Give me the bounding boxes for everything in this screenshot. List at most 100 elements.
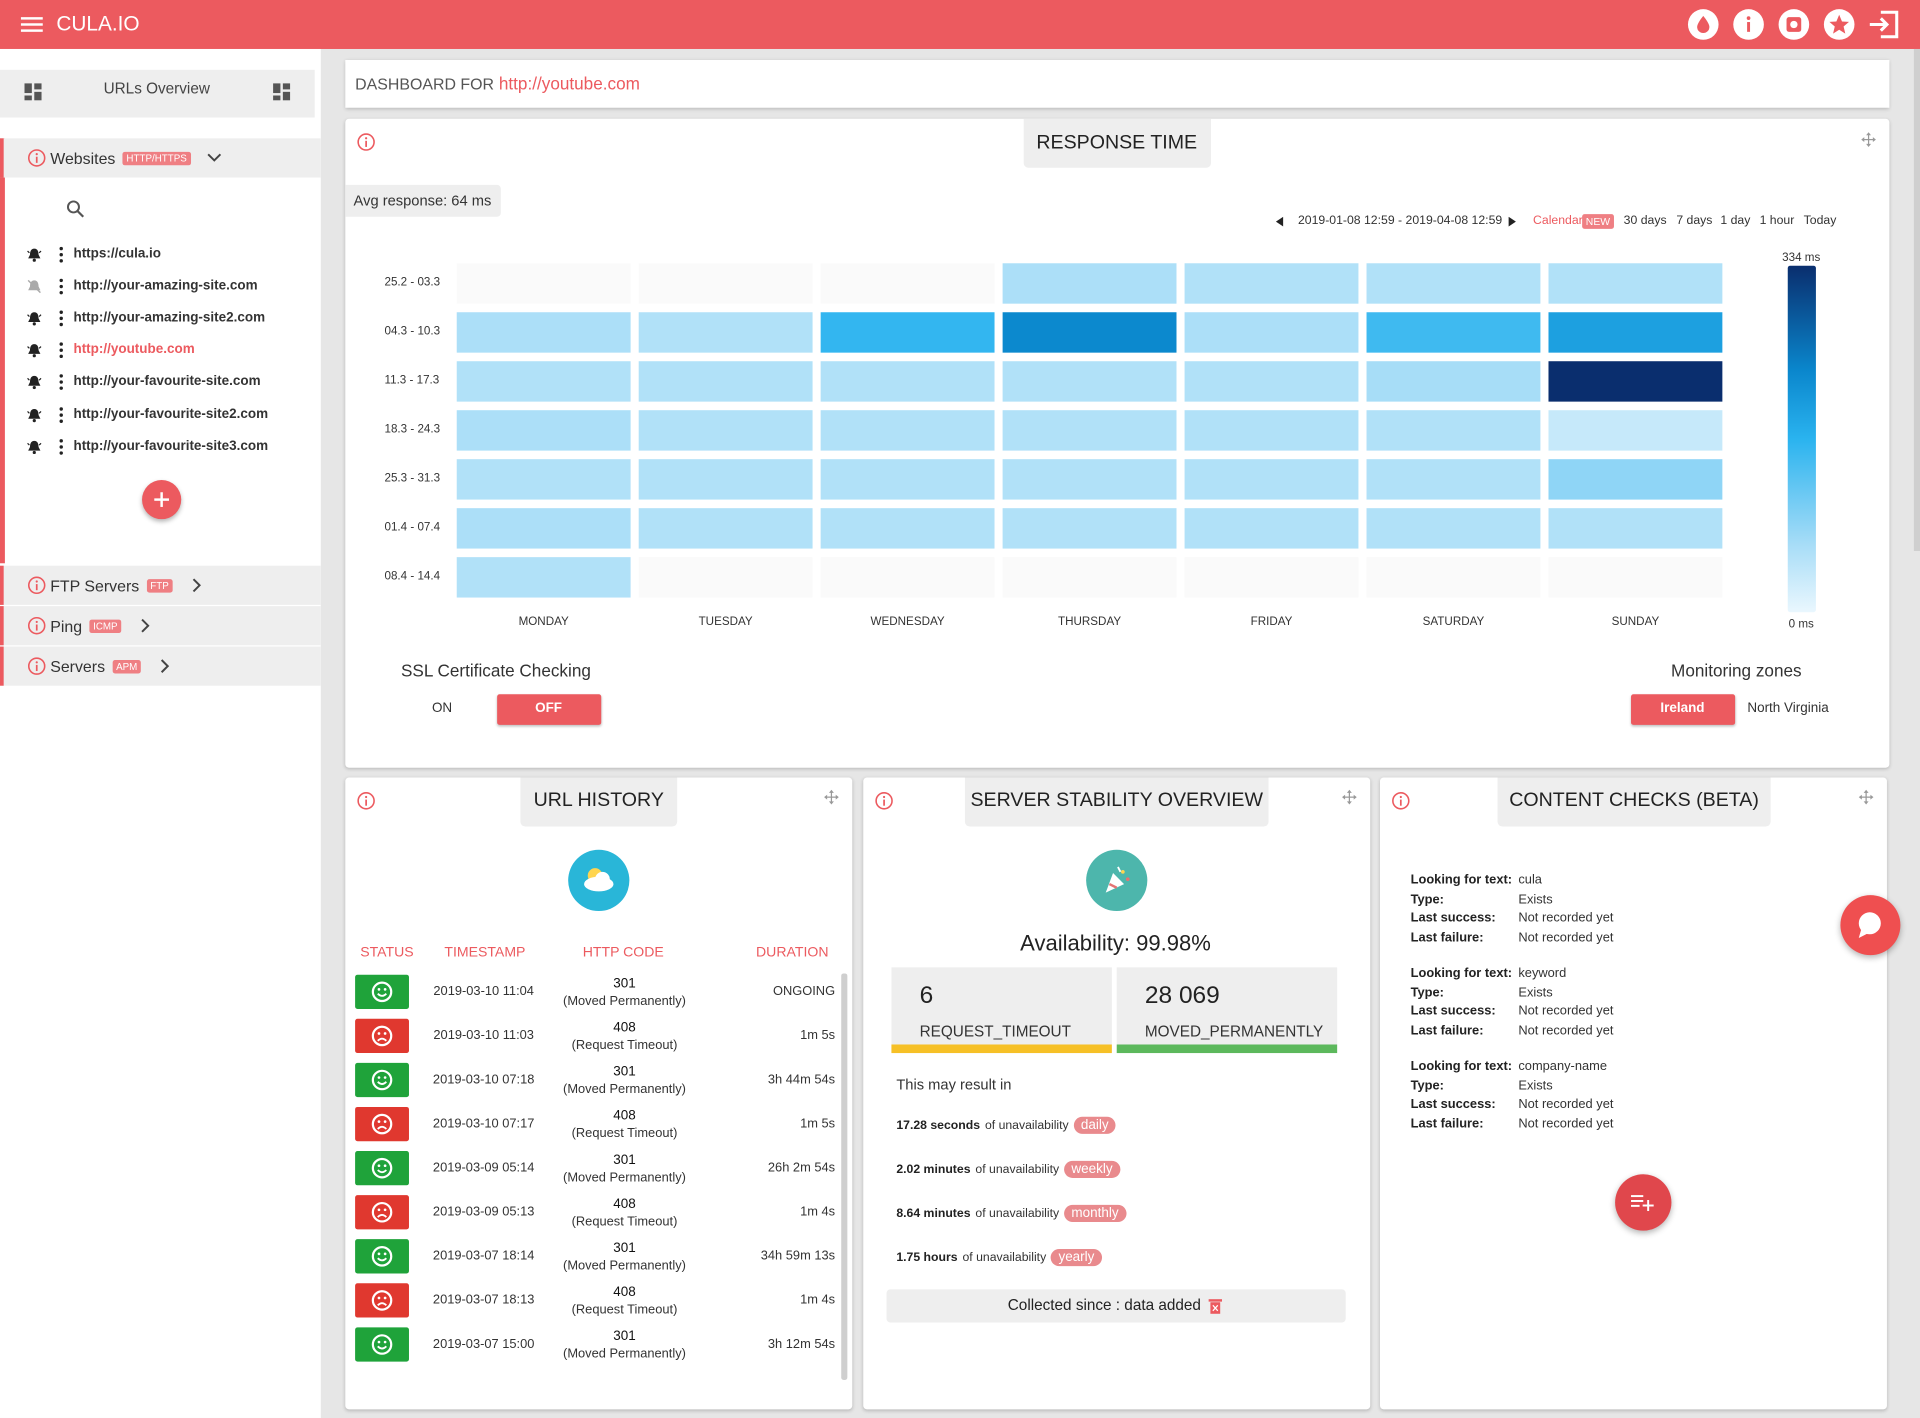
move-icon[interactable] xyxy=(1860,131,1877,148)
bell-icon xyxy=(27,343,42,358)
menu-button[interactable] xyxy=(21,15,43,35)
empty-cell xyxy=(821,263,995,303)
move-icon[interactable] xyxy=(1341,789,1358,806)
more-icon[interactable] xyxy=(59,374,64,391)
column-header: STATUS xyxy=(360,945,413,962)
icon-shape xyxy=(33,354,36,357)
move-icon[interactable] xyxy=(1858,789,1875,806)
more-icon[interactable] xyxy=(59,310,64,327)
prev-arrow[interactable] xyxy=(1276,217,1283,227)
header-icon[interactable] xyxy=(1733,9,1765,41)
dashboard-url[interactable]: http://youtube.com xyxy=(499,73,640,93)
impact-period: weekly xyxy=(1064,1161,1120,1178)
url-link[interactable]: http://your-favourite-site2.com xyxy=(73,406,268,422)
section-label: FTP ServersFTP xyxy=(27,576,206,596)
period-link[interactable]: 1 day xyxy=(1720,214,1750,229)
http-code: 408 xyxy=(613,1285,635,1301)
panel-title: RESPONSE TIME xyxy=(1036,132,1197,155)
period-link[interactable]: 30 days xyxy=(1624,214,1667,229)
heat-cell xyxy=(457,410,631,450)
icon-shape xyxy=(36,665,38,671)
icon-shape xyxy=(283,83,290,89)
check-label: Type: xyxy=(1411,985,1444,1000)
http-reason: (Moved Permanently) xyxy=(563,1082,686,1097)
icon-shape xyxy=(378,1208,381,1211)
status-face xyxy=(370,1068,394,1092)
more-icon[interactable] xyxy=(59,246,64,263)
chevron[interactable] xyxy=(135,618,155,633)
info-icon[interactable] xyxy=(874,791,894,811)
info-icon[interactable] xyxy=(27,616,47,636)
icon-shape xyxy=(28,440,40,450)
check-label: Last failure: xyxy=(1411,1023,1484,1038)
logout-icon[interactable] xyxy=(1866,9,1900,41)
icon-shape xyxy=(36,624,38,630)
icon-shape xyxy=(373,1115,391,1133)
timestamp: 2019-03-10 11:03 xyxy=(433,1028,534,1043)
more-icon[interactable] xyxy=(59,342,64,359)
icon-shape xyxy=(60,253,63,256)
move-icon[interactable] xyxy=(823,789,840,806)
url-link[interactable]: http://youtube.com xyxy=(73,342,194,358)
chevron[interactable] xyxy=(186,578,206,593)
period-link[interactable]: 7 days xyxy=(1676,214,1712,229)
more-icon[interactable] xyxy=(59,438,64,455)
icon-shape xyxy=(378,1346,387,1348)
zone-option[interactable]: North Virginia xyxy=(1747,701,1828,717)
add-icon xyxy=(153,491,170,508)
more-icon[interactable] xyxy=(59,278,64,295)
heat-cell xyxy=(457,557,631,597)
icon-shape xyxy=(68,201,79,212)
url-link[interactable]: http://your-amazing-site2.com xyxy=(73,311,265,327)
period-link[interactable]: Today xyxy=(1804,214,1837,229)
icon-shape xyxy=(60,285,63,288)
brand: CULA.IO xyxy=(56,12,139,37)
check-label: Last failure: xyxy=(1411,930,1484,945)
chevron[interactable] xyxy=(154,659,174,674)
info-icon[interactable] xyxy=(27,576,47,596)
icon-shape xyxy=(883,800,885,806)
panel-title: CONTENT CHECKS (BETA) xyxy=(1509,789,1759,812)
calendar-link[interactable]: Calendar xyxy=(1533,214,1583,229)
timestamp: 2019-03-09 05:13 xyxy=(433,1205,535,1220)
chevron[interactable] xyxy=(204,151,224,166)
info-icon[interactable] xyxy=(1391,791,1411,811)
next-arrow[interactable] xyxy=(1509,217,1516,227)
icon-shape xyxy=(1126,877,1130,881)
info-icon[interactable] xyxy=(356,791,376,811)
icon-shape xyxy=(60,375,63,378)
info-icon[interactable] xyxy=(356,132,376,152)
http-code: 301 xyxy=(613,1241,635,1257)
header-icon[interactable] xyxy=(1778,9,1810,41)
duration: ONGOING xyxy=(773,984,835,999)
period-link[interactable]: 1 hour xyxy=(1760,214,1795,229)
more-icon[interactable] xyxy=(59,406,64,423)
collected-text: Collected since : data added xyxy=(1008,1297,1201,1314)
url-link[interactable]: http://your-favourite-site3.com xyxy=(73,438,268,454)
http-code: 408 xyxy=(613,1197,635,1213)
http-code: 408 xyxy=(613,1109,635,1125)
http-code: 408 xyxy=(613,1020,635,1036)
delete-icon[interactable] xyxy=(1208,1297,1221,1313)
info-icon[interactable] xyxy=(27,656,47,676)
url-link[interactable]: http://your-favourite-site.com xyxy=(73,374,260,390)
ssl-on[interactable]: ON xyxy=(432,701,452,717)
check-value: Not recorded yet xyxy=(1518,1023,1613,1038)
collected-row: Collected since : data added xyxy=(1008,1297,1222,1314)
duration: 34h 59m 13s xyxy=(761,1249,835,1264)
heat-cell xyxy=(639,459,813,499)
icon-shape xyxy=(60,323,63,326)
icon-shape xyxy=(34,83,41,89)
header-icon[interactable] xyxy=(1823,9,1855,41)
search-icon[interactable] xyxy=(66,200,84,218)
header-icon[interactable] xyxy=(1687,9,1719,41)
chat-icon xyxy=(1855,910,1886,941)
section-tag: HTTP/HTTPS xyxy=(123,151,191,164)
icon-shape xyxy=(384,1208,387,1211)
info-icon[interactable] xyxy=(27,148,47,168)
bell-icon xyxy=(27,439,42,454)
url-link[interactable]: http://your-amazing-site.com xyxy=(73,279,257,295)
url-link[interactable]: https://cula.io xyxy=(73,247,161,263)
